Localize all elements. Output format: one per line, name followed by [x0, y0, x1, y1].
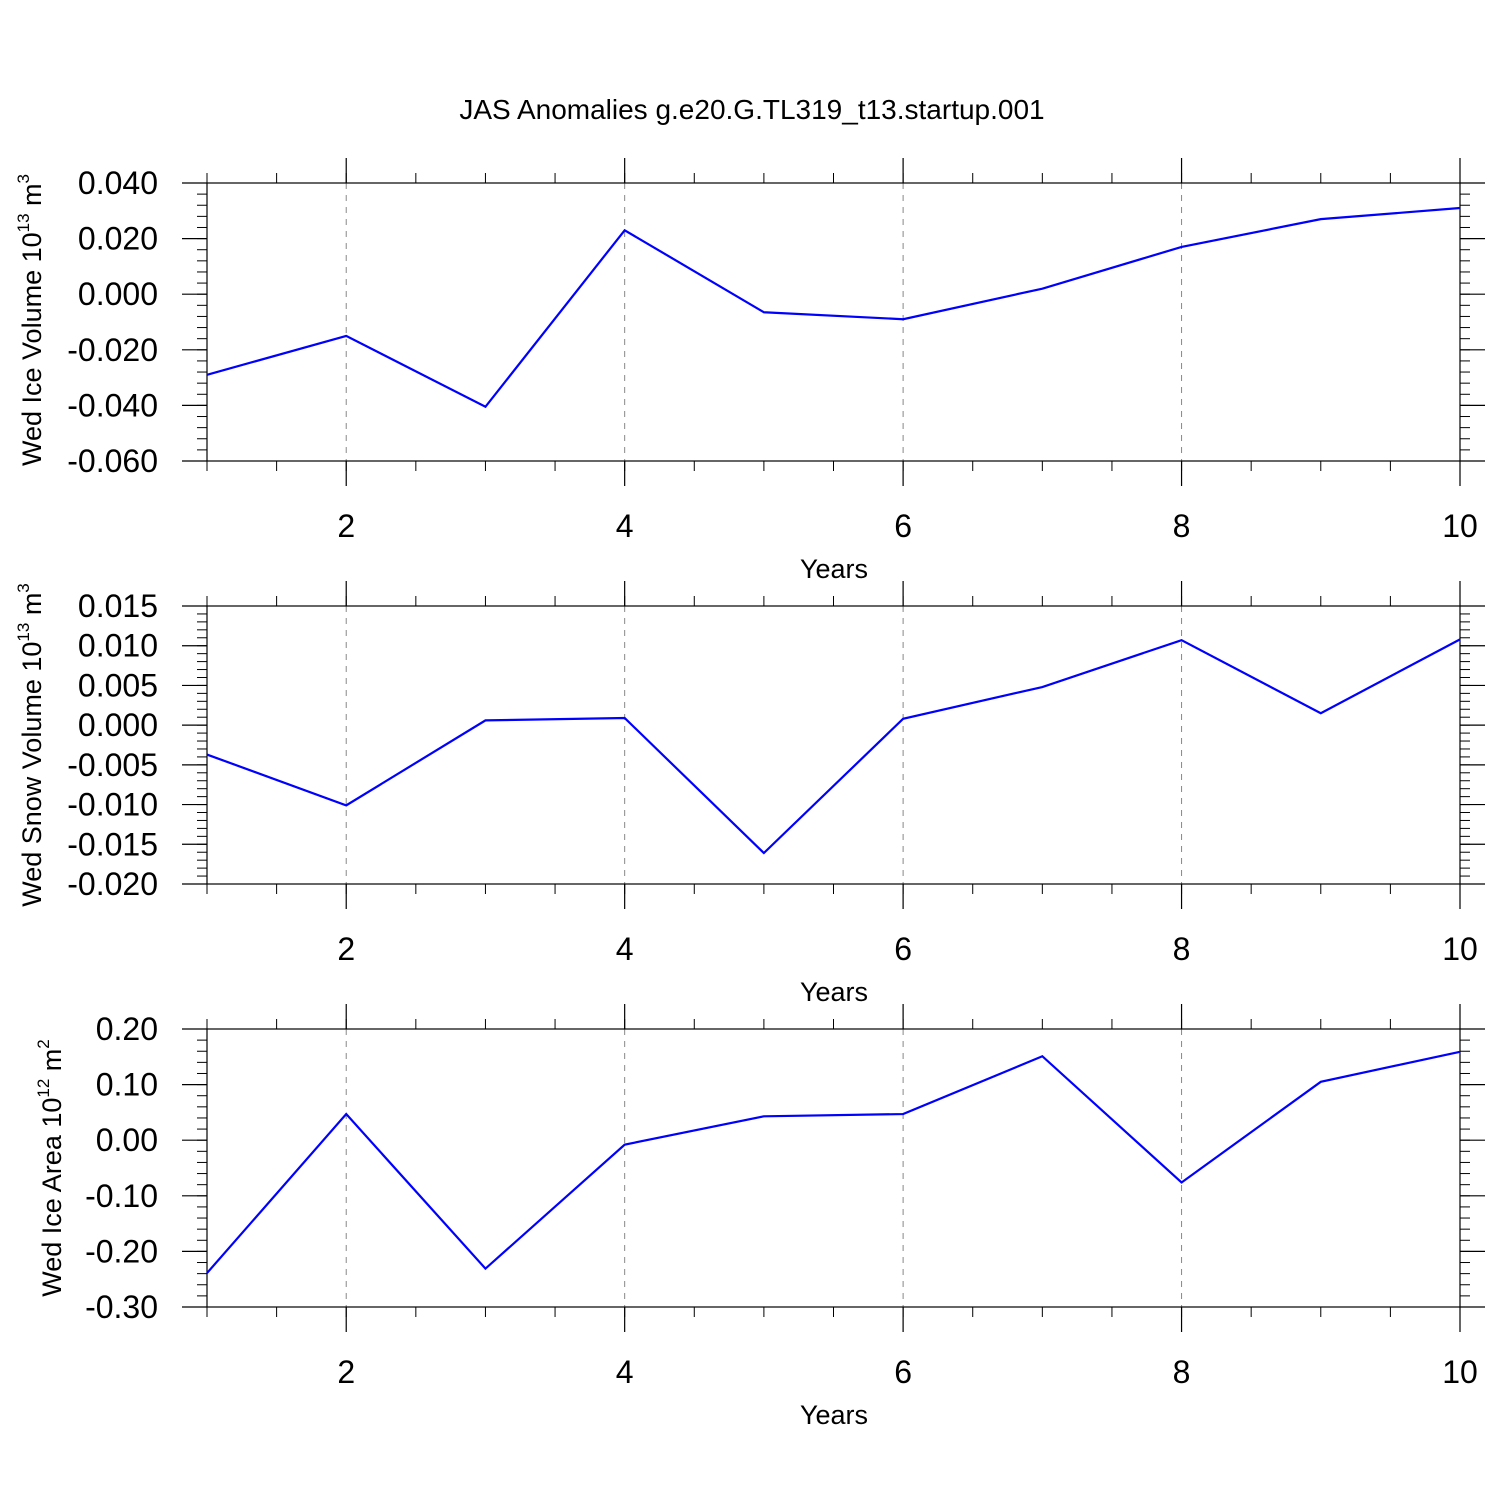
y-tick-label: -0.020 — [67, 866, 158, 902]
x-tick-label: 8 — [1173, 931, 1191, 967]
y-axis-label-exponent: 13 — [14, 623, 33, 642]
chart-panel-1: 2 4 6 8 10 -0.060 -0.040 -0.020 0.000 0.020 0.040 Y… — [14, 158, 1485, 584]
x-axis-label: Years — [800, 1400, 868, 1430]
x-tick-label: 10 — [1442, 1354, 1478, 1390]
y-axis-label-exponent: 12 — [34, 1079, 53, 1098]
chart-panel-2: 2 4 6 8 10 -0.020 -0.015-0.010 -0.005 0.000 0.005… — [14, 581, 1485, 1007]
x-tick-label: 10 — [1442, 931, 1478, 967]
x-tick-label: 8 — [1173, 1354, 1191, 1390]
y-tick-label: 0.20 — [96, 1011, 158, 1047]
y-tick-label: 0.010 — [78, 628, 158, 664]
y-axis-label: Wed Ice Volume 1013 m3 — [14, 174, 47, 466]
x-tick-label: 10 — [1442, 508, 1478, 544]
y-tick-label: 0.000 — [78, 276, 158, 312]
y-axis-label-part: Wed Ice Area 10 — [37, 1098, 67, 1297]
x-tick-label: 4 — [616, 931, 634, 967]
y-tick-label: 0.040 — [78, 165, 158, 201]
y-axis-label: Wed Ice Area 1012 m2 — [34, 1039, 67, 1297]
x-tick-label: 6 — [894, 508, 912, 544]
y-tick-label: 0.015 — [78, 588, 158, 624]
x-axis-label: Years — [800, 554, 868, 584]
y-axis-label-part: m — [37, 1049, 67, 1079]
y-tick-label: -0.20 — [85, 1233, 158, 1269]
plot-frame — [206, 605, 1461, 885]
chart-panel-3: 2 4 6 8 10 -0.30 -0.20 -0.10 0.00 0.10 0.20 Years We… — [34, 1004, 1485, 1430]
x-tick-label: 2 — [337, 1354, 355, 1390]
x-tick-label: 8 — [1173, 508, 1191, 544]
y-axis-label-part: Wed Ice Volume 10 — [17, 232, 47, 466]
y-axis-label: Wed Snow Volume 1013 m3 — [14, 583, 47, 907]
y-tick-label: -0.040 — [67, 387, 158, 423]
x-axis-label: Years — [800, 977, 868, 1007]
y-tick-label: -0.060 — [67, 443, 158, 479]
y-axis-label-part: m — [17, 183, 47, 213]
x-tick-label: 4 — [616, 1354, 634, 1390]
y-tick-label: -0.10 — [85, 1178, 158, 1214]
y-tick-label: -0.015 — [67, 826, 158, 862]
y-tick-label: 0.00 — [96, 1122, 158, 1158]
y-tick-label: -0.005 — [67, 747, 158, 783]
x-tick-label: 2 — [337, 508, 355, 544]
x-tick-label: 2 — [337, 931, 355, 967]
x-tick-label: 6 — [894, 931, 912, 967]
y-tick-label: 0.000 — [78, 707, 158, 743]
y-tick-label: -0.020 — [67, 332, 158, 368]
y-axis-label-exponent: 3 — [14, 174, 33, 183]
y-axis-label-exponent: 13 — [14, 213, 33, 232]
y-tick-label: 0.005 — [78, 667, 158, 703]
y-tick-label: -0.30 — [85, 1289, 158, 1325]
chart-panels: 2 4 6 8 10 -0.060 -0.040 -0.020 0.000 0.020 0.040 Y… — [14, 158, 1485, 1430]
y-axis-label-part: Wed Snow Volume 10 — [17, 642, 47, 907]
series-line — [206, 206, 1461, 409]
y-tick-label: 0.10 — [96, 1067, 158, 1103]
series-line — [206, 638, 1461, 855]
series-line — [206, 1050, 1461, 1274]
y-tick-label: -0.010 — [67, 787, 158, 823]
figure-title: JAS Anomalies g.e20.G.TL319_t13.startup.… — [459, 94, 1044, 125]
x-tick-label: 6 — [894, 1354, 912, 1390]
y-axis-label-exponent: 2 — [34, 1039, 53, 1048]
plot-frame — [206, 182, 1461, 462]
y-axis-label-part: m — [17, 593, 47, 623]
y-axis-label-exponent: 3 — [14, 583, 33, 592]
x-tick-label: 4 — [616, 508, 634, 544]
y-tick-label: 0.020 — [78, 221, 158, 257]
